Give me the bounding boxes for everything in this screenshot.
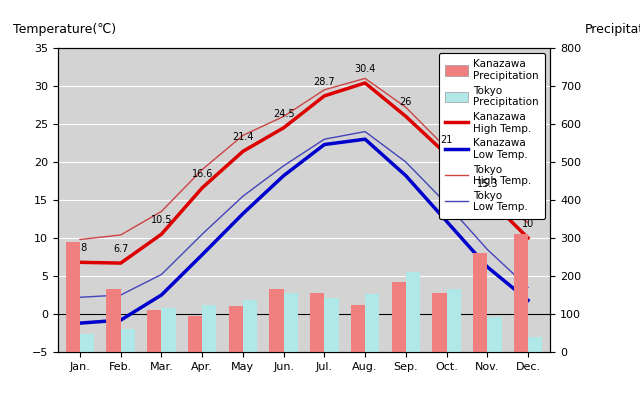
Legend: Kanazawa
Precipitation, Tokyo
Precipitation, Kanazawa
High Temp., Kanazawa
Low T: Kanazawa Precipitation, Tokyo Precipitat… — [439, 53, 545, 219]
Bar — [243, 300, 257, 352]
Bar — [66, 242, 80, 352]
Bar — [80, 334, 94, 352]
Bar — [351, 304, 365, 352]
Text: 26: 26 — [399, 97, 412, 107]
Bar — [324, 298, 339, 352]
Text: 10: 10 — [522, 219, 534, 229]
Bar — [528, 337, 542, 352]
Text: 21.4: 21.4 — [232, 132, 253, 142]
Text: 10.5: 10.5 — [150, 215, 172, 225]
Bar — [228, 306, 243, 352]
Bar — [188, 316, 202, 352]
Bar — [284, 293, 298, 352]
Bar — [447, 289, 461, 352]
Bar — [147, 310, 161, 352]
Text: 21: 21 — [440, 135, 452, 145]
Text: 28.7: 28.7 — [314, 77, 335, 87]
Bar — [432, 293, 447, 352]
Bar — [161, 308, 176, 352]
Bar — [202, 304, 216, 352]
Text: 24.5: 24.5 — [273, 109, 294, 119]
Bar — [514, 234, 528, 352]
Text: 16.6: 16.6 — [191, 169, 213, 179]
Bar — [406, 272, 420, 352]
Bar — [106, 289, 121, 352]
Text: Temperature(℃): Temperature(℃) — [13, 23, 116, 36]
Text: 6.7: 6.7 — [113, 244, 129, 254]
Bar — [473, 253, 487, 352]
Bar — [121, 329, 135, 352]
Bar — [487, 317, 502, 352]
Bar — [310, 293, 324, 352]
Text: 15.3: 15.3 — [477, 178, 498, 189]
Bar — [269, 289, 284, 352]
Text: 30.4: 30.4 — [355, 64, 376, 74]
Text: 6.8: 6.8 — [72, 243, 88, 253]
Bar — [365, 294, 380, 352]
Text: Precipitation(mm): Precipitation(mm) — [585, 23, 640, 36]
Bar — [392, 282, 406, 352]
